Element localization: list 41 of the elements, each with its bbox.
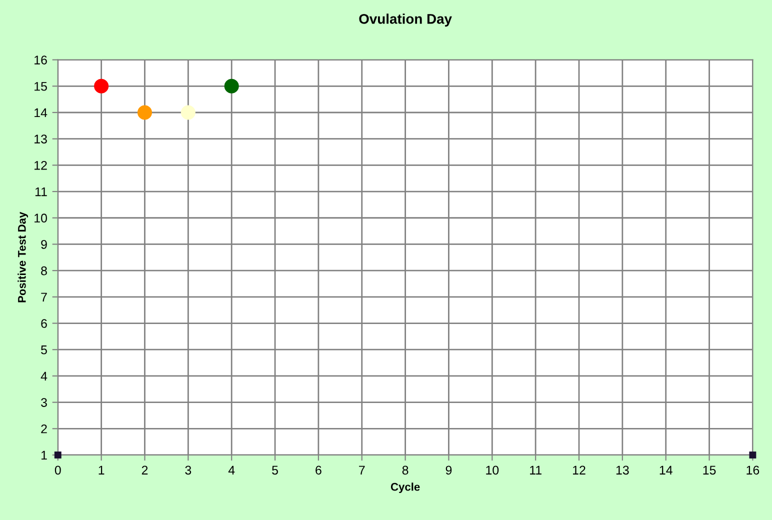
x-tick-label: 9 [446, 466, 452, 475]
y-tick-label: 16 [34, 56, 47, 64]
x-tick-label: 5 [272, 466, 278, 475]
x-tick-label: 15 [703, 466, 716, 475]
point [94, 78, 109, 94]
x-tick-label: 13 [616, 466, 629, 475]
x-tick-label: 10 [486, 466, 499, 475]
y-tick-label: 8 [41, 266, 47, 276]
x-tick-label: 11 [530, 466, 542, 474]
y-tick-label: 9 [41, 240, 47, 249]
y-tick-label: 11 [35, 187, 47, 196]
y-tick-label: 14 [34, 108, 48, 118]
x-tick-label: 16 [746, 466, 760, 475]
y-tick-label: 2 [41, 424, 47, 434]
y-tick-label: 15 [34, 82, 47, 91]
x-tick-label: 12 [573, 466, 586, 474]
y-tick-label: 4 [40, 372, 48, 380]
x-tick-label: 8 [402, 466, 408, 475]
x-tick-label: 3 [185, 466, 192, 475]
x-tick-label: 1 [98, 466, 104, 474]
chart-title: Ovulation Day [359, 14, 452, 27]
x-tick-label: 7 [359, 466, 365, 474]
x-tick-label: 14 [660, 466, 672, 474]
point [224, 78, 239, 94]
x-tick-label: 4 [228, 466, 235, 474]
x-axis-title: Cycle [390, 482, 420, 493]
point [137, 105, 152, 120]
point [749, 452, 756, 458]
x-tick-label: 0 [54, 466, 61, 475]
y-tick-label: 1 [41, 450, 47, 460]
y-tick-label: 5 [41, 346, 47, 354]
y-tick-label: 10 [34, 214, 47, 223]
y-axis-title: Positive Test Day [18, 212, 28, 302]
point [180, 105, 196, 120]
y-tick-label: 6 [41, 319, 47, 328]
x-tick-label: 2 [142, 466, 148, 474]
y-tick-label: 13 [34, 134, 47, 144]
x-tick-label: 6 [316, 466, 322, 475]
y-tick-label: 7 [41, 292, 47, 302]
y-tick-label: 3 [41, 398, 47, 407]
y-tick-label: 12 [34, 160, 47, 170]
